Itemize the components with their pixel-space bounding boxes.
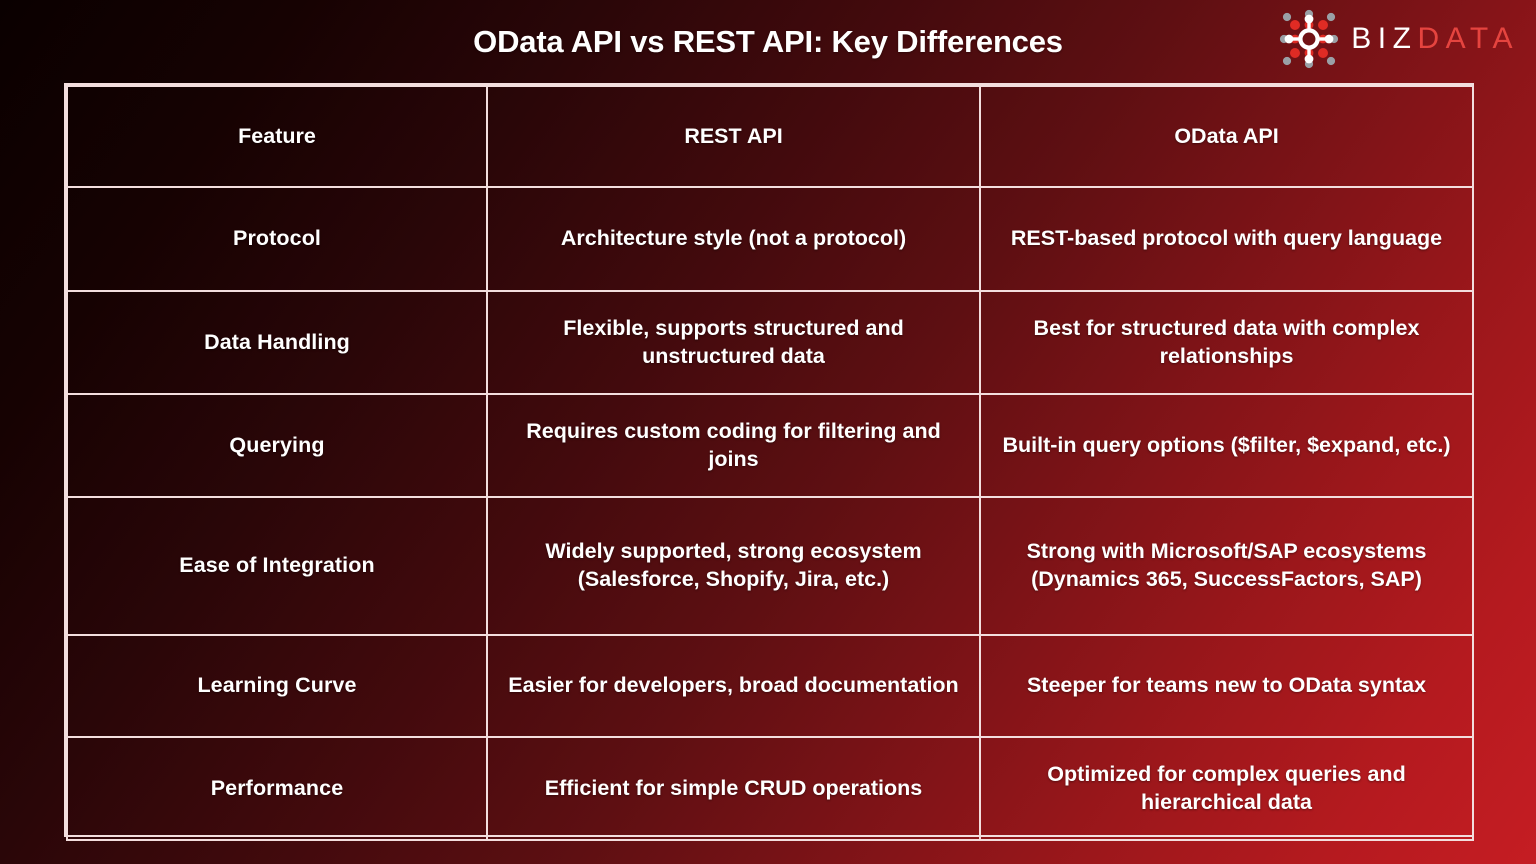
page-title: OData API vs REST API: Key Differences	[473, 23, 1063, 59]
cell-feature: Protocol	[66, 186, 488, 292]
cell-rest: Widely supported, strong ecosystem (Sale…	[486, 496, 981, 636]
page-header: OData API vs REST API: Key Differences	[0, 0, 1536, 83]
cell-feature: Querying	[66, 393, 488, 498]
cell-rest: Flexible, supports structured and unstru…	[486, 290, 981, 395]
cell-odata: Optimized for complex queries and hierar…	[979, 736, 1474, 841]
cell-rest: Architecture style (not a protocol)	[486, 186, 981, 292]
brand-wordmark: BIZDATA	[1351, 24, 1519, 54]
brand-wordmark-secondary: DATA	[1417, 22, 1519, 55]
column-header-feature: Feature	[66, 85, 488, 188]
brand-wordmark-primary: BIZ	[1351, 22, 1418, 55]
cell-odata: Built-in query options ($filter, $expand…	[979, 393, 1474, 498]
cell-rest: Easier for developers, broad documentati…	[486, 634, 981, 738]
cell-feature: Data Handling	[66, 290, 488, 395]
cell-odata: Best for structured data with complex re…	[979, 290, 1474, 395]
cell-rest: Requires custom coding for filtering and…	[486, 393, 981, 498]
comparison-table-container: Feature REST API OData API Protocol Arch…	[64, 83, 1474, 841]
cell-feature: Learning Curve	[66, 634, 488, 738]
cell-odata: Strong with Microsoft/SAP ecosystems (Dy…	[979, 496, 1474, 636]
cell-feature: Performance	[66, 736, 488, 841]
table-row: Ease of Integration Widely supported, st…	[66, 496, 1474, 636]
cell-feature: Ease of Integration	[66, 496, 488, 636]
cell-odata: REST-based protocol with query language	[979, 186, 1474, 292]
table-row: Querying Requires custom coding for filt…	[66, 393, 1474, 498]
cell-rest: Efficient for simple CRUD operations	[486, 736, 981, 841]
table-header-row: Feature REST API OData API	[66, 85, 1474, 188]
brand-logo: BIZDATA	[1278, 8, 1519, 70]
cell-odata: Steeper for teams new to OData syntax	[979, 634, 1474, 738]
table-row: Protocol Architecture style (not a proto…	[66, 186, 1474, 292]
table-row: Data Handling Flexible, supports structu…	[66, 290, 1474, 395]
column-header-rest-api: REST API	[486, 85, 981, 188]
table-row: Learning Curve Easier for developers, br…	[66, 634, 1474, 738]
column-header-odata-api: OData API	[979, 85, 1474, 188]
network-nodes-icon	[1280, 9, 1339, 69]
comparison-table: Feature REST API OData API Protocol Arch…	[66, 85, 1474, 841]
table-row: Performance Efficient for simple CRUD op…	[66, 736, 1474, 841]
